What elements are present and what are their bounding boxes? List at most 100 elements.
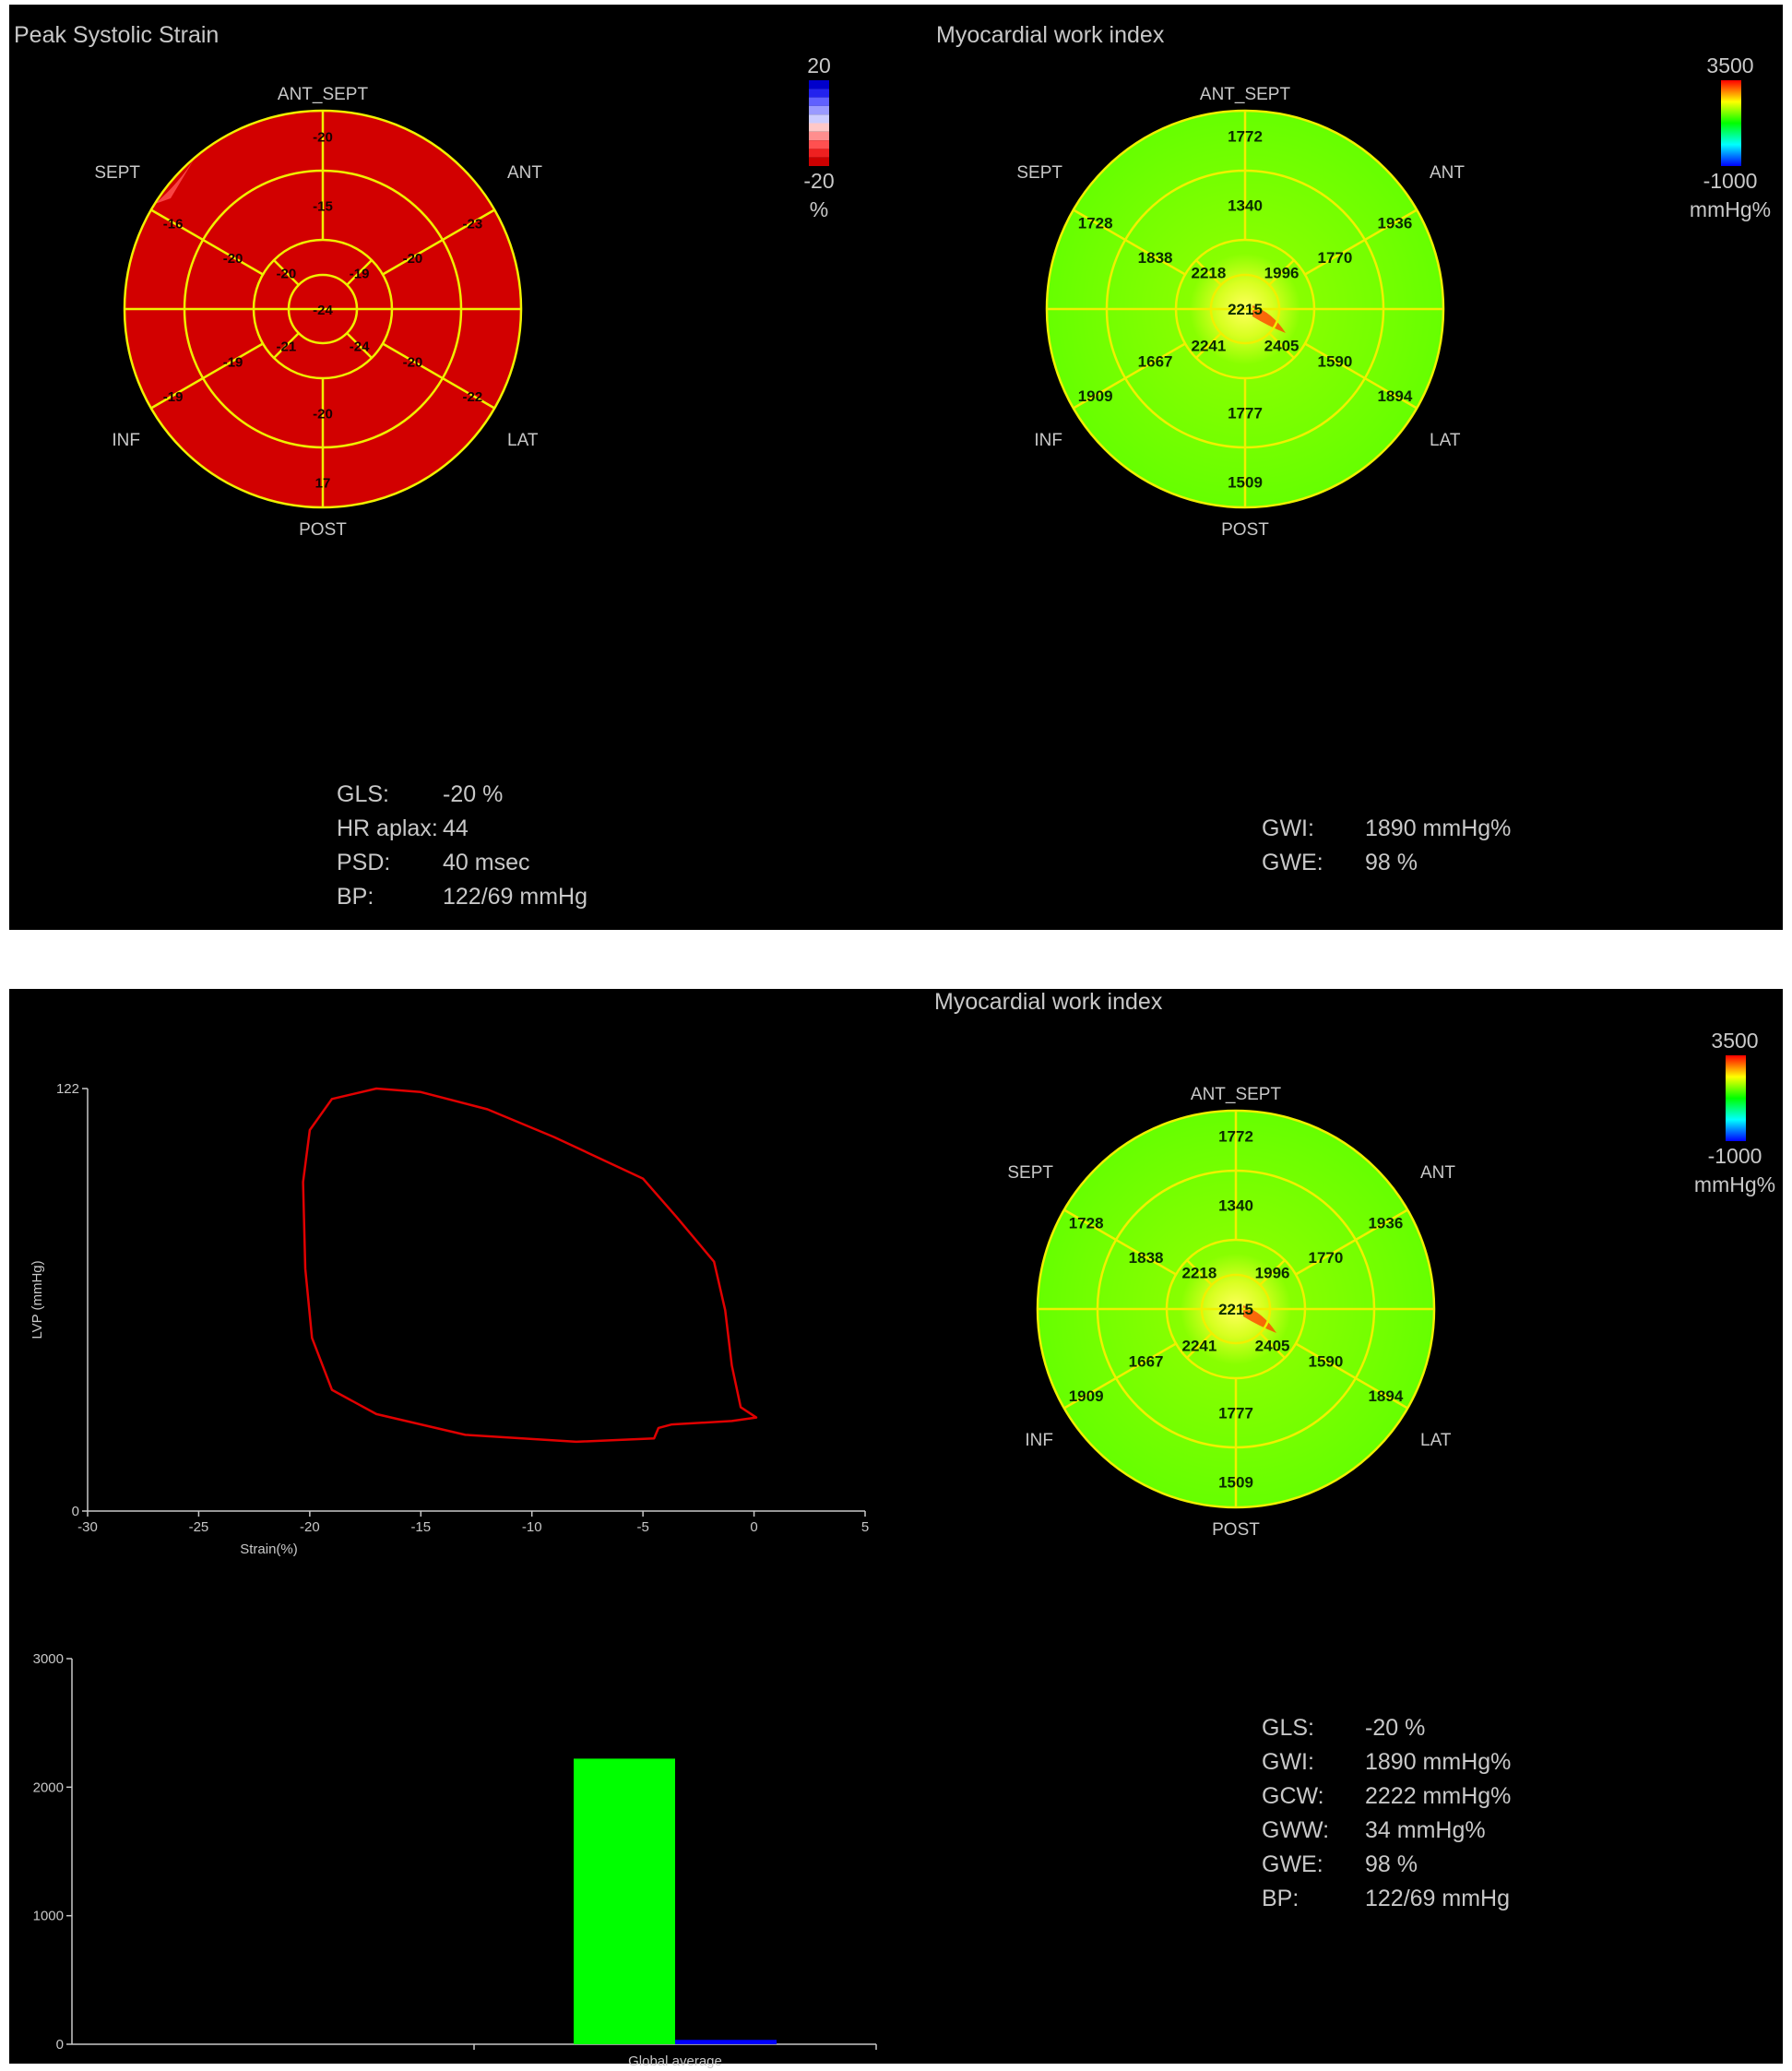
- strain-scale-swatch: [809, 114, 829, 124]
- stat-key: GWE:: [1262, 1851, 1323, 1877]
- stat-value: 98 %: [1365, 850, 1418, 875]
- post-label: POST: [299, 520, 347, 540]
- segment-divider: [1195, 259, 1222, 286]
- stat-row: BP: 122/69 mmHg: [337, 880, 587, 914]
- segment-divider: [1195, 332, 1222, 359]
- strain-scale-swatch: [809, 123, 829, 132]
- ant-sept-label: ANT_SEPT: [278, 85, 369, 104]
- loop-y-axis-label: LVP (mmHg): [30, 1260, 45, 1339]
- loop-y-tick-label: 122: [56, 1081, 79, 1097]
- stat-key: GWI:: [1262, 1749, 1314, 1775]
- stat-value: 98 %: [1365, 1851, 1418, 1877]
- stat-value: 1890 mmHg%: [1365, 815, 1512, 841]
- segment-divider: [1268, 332, 1295, 359]
- stat-key: HR aplax:: [337, 815, 438, 841]
- ant-label: ANT: [507, 163, 542, 183]
- apical-segment-value: 1996: [1264, 264, 1299, 281]
- basal-segment-value: -19: [163, 389, 184, 405]
- loop-x-tick-label: -30: [77, 1519, 98, 1535]
- mid-segment-value: -19: [223, 354, 243, 370]
- loop-series-line: [302, 1087, 758, 1444]
- stat-key: GWI:: [1262, 815, 1314, 841]
- stat-key: GLS:: [337, 781, 389, 807]
- bar-y-tick-label: 2000: [33, 1779, 64, 1795]
- post-label: POST: [1221, 520, 1269, 540]
- apical-segment-value: -21: [277, 339, 297, 355]
- work-scale-unit: mmHg%: [1690, 197, 1771, 221]
- stat-row: PSD: 40 msec: [337, 846, 587, 880]
- stat-key: PSD:: [337, 850, 391, 875]
- mid-segment-value: 1667: [1138, 352, 1173, 370]
- basal-segment-value: 1909: [1069, 1387, 1104, 1405]
- basal-segment-value: 17: [315, 476, 331, 492]
- segment-divider: [382, 208, 495, 276]
- loop-y-tick-label: 0: [72, 1504, 79, 1519]
- ant-label: ANT: [1420, 1163, 1455, 1183]
- top-panel: Peak Systolic Strain Myocardial work ind…: [9, 5, 1783, 930]
- segment-divider: [382, 342, 495, 410]
- stat-value: -20 %: [1365, 1715, 1426, 1741]
- basal-segment-value: 1894: [1368, 1387, 1403, 1405]
- strain-scale-swatch: [809, 149, 829, 158]
- strain-scale-swatch: [809, 105, 829, 115]
- work-2-segment-lines: [1036, 1109, 1436, 1509]
- segment-divider: [150, 208, 264, 276]
- strain-color-scale: 20 -20 %: [803, 54, 834, 221]
- segment-divider: [346, 259, 373, 286]
- bar-axes: [71, 1659, 876, 2045]
- segment-divider: [1259, 1259, 1286, 1286]
- segment-divider: [346, 332, 373, 359]
- basal-segment-value: 1728: [1078, 214, 1113, 232]
- loop-x-tick-label: 0: [750, 1519, 757, 1535]
- basal-segment-value: 1909: [1078, 387, 1113, 405]
- bar-category-label: Global average: [628, 2053, 722, 2068]
- loop-axes: [87, 1089, 865, 1512]
- bar-y-tick-label: 3000: [33, 1651, 64, 1667]
- work-scale-max: 3500: [1706, 54, 1753, 77]
- sept-label: SEPT: [1016, 163, 1062, 183]
- stat-key: GLS:: [1262, 1715, 1314, 1741]
- segment-divider: [1186, 1259, 1213, 1286]
- strain-stats: GLS: -20 % HR aplax: 44 PSD: 40 msec BP: 122…: [337, 778, 587, 914]
- mid-segment-value: 1777: [1228, 405, 1263, 423]
- apex-segment-value: -24: [313, 303, 333, 318]
- mid-segment-value: -15: [313, 199, 333, 215]
- work-color-scale: 3500 -1000 mmHg%: [1690, 54, 1771, 221]
- segment-divider: [1304, 342, 1418, 410]
- mid-segment-value: 1590: [1309, 1352, 1344, 1370]
- strain-scale-swatch: [809, 157, 829, 166]
- basal-segment-value: 1936: [1377, 214, 1412, 232]
- bar-y-tick-label: 1000: [33, 1909, 64, 1924]
- strain-bullseye: -20 -23 -22 17 -19 -16 -15 -20 -20 -20 -19 -20 -20 -1…: [94, 85, 542, 540]
- mid-segment-value: 1590: [1318, 352, 1353, 370]
- apical-segment-value: 2218: [1191, 264, 1226, 281]
- apical-segment-value: 2405: [1264, 338, 1299, 355]
- loop-x-tick-label: -25: [189, 1519, 209, 1535]
- work-panel-2-title: Myocardial work index: [934, 989, 1163, 1015]
- segment-divider: [1063, 1342, 1177, 1410]
- stat-key: GCW:: [1262, 1783, 1324, 1809]
- strain-scale-swatch: [809, 97, 829, 106]
- stat-key: BP:: [337, 884, 374, 910]
- stat-value: 1890 mmHg%: [1365, 1749, 1512, 1775]
- segment-divider: [1295, 1208, 1408, 1276]
- stat-row: GLS: -20 %: [1262, 1711, 1511, 1745]
- bottom-panel: Myocardial work index -30 -25 -20 -15 -10 -5 0…: [9, 989, 1783, 2068]
- apical-segment-value: 2405: [1255, 1338, 1290, 1355]
- stat-value: 44: [443, 815, 469, 841]
- stat-key: BP:: [1262, 1886, 1299, 1911]
- lat-label: LAT: [1430, 431, 1461, 450]
- work-scale-2-unit: mmHg%: [1694, 1172, 1775, 1196]
- segment-divider: [1268, 259, 1295, 286]
- basal-segment-value: 1772: [1228, 128, 1263, 146]
- mid-segment-value: 1770: [1309, 1249, 1344, 1267]
- stat-row: GWW: 34 mmHg%: [1262, 1814, 1511, 1848]
- segment-divider: [1304, 208, 1418, 276]
- strain-scale-min: -20: [803, 169, 834, 193]
- stat-value: 2222 mmHg%: [1365, 1783, 1512, 1809]
- post-label: POST: [1212, 1520, 1260, 1540]
- sept-label: SEPT: [94, 163, 140, 183]
- stat-row: GWI: 1890 mmHg%: [1262, 1745, 1511, 1779]
- mid-segment-value: 1777: [1218, 1405, 1253, 1422]
